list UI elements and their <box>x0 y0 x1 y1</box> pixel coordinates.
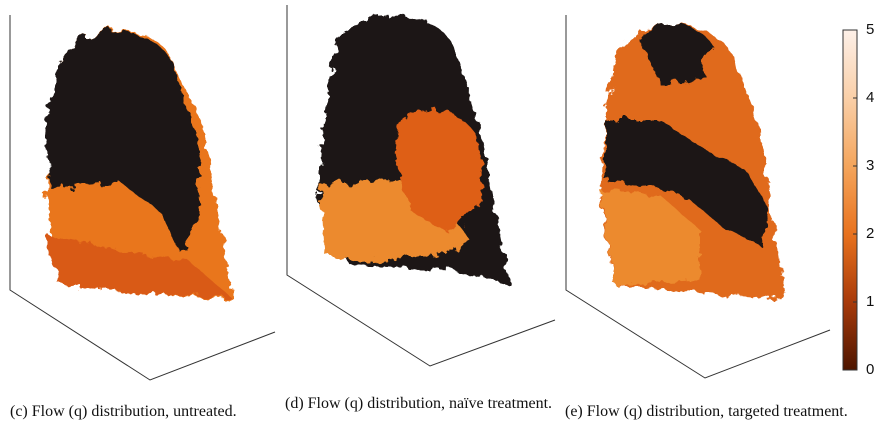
colorbar-tick-label: 3 <box>866 157 874 174</box>
colorbar-tick-label: 1 <box>866 293 874 310</box>
panel-c-plot <box>10 15 275 380</box>
colorbar-tick-label: 5 <box>866 21 874 38</box>
colorbar-tick-label: 4 <box>866 89 874 106</box>
caption: (d) Flow (q) distribution, naïve treatme… <box>285 392 555 416</box>
lung-tree <box>600 26 785 300</box>
colorbar-tick-label: 0 <box>866 361 874 378</box>
lung-tree <box>45 30 235 300</box>
colorbar-tick-label: 2 <box>866 225 874 242</box>
figure-graphics: 0 1 2 3 4 5 <box>0 0 889 438</box>
caption: (e) Flow (q) distribution, targeted trea… <box>565 400 848 424</box>
lung-tree <box>318 16 510 285</box>
colorbar <box>843 30 857 370</box>
panel-d-plot <box>287 5 555 366</box>
caption: (c) Flow (q) distribution, untreated. <box>10 400 237 424</box>
panel-e-plot <box>566 15 830 378</box>
figure: 0 1 2 3 4 5 (c) Flow (q) distribution, untrea… <box>0 0 889 438</box>
